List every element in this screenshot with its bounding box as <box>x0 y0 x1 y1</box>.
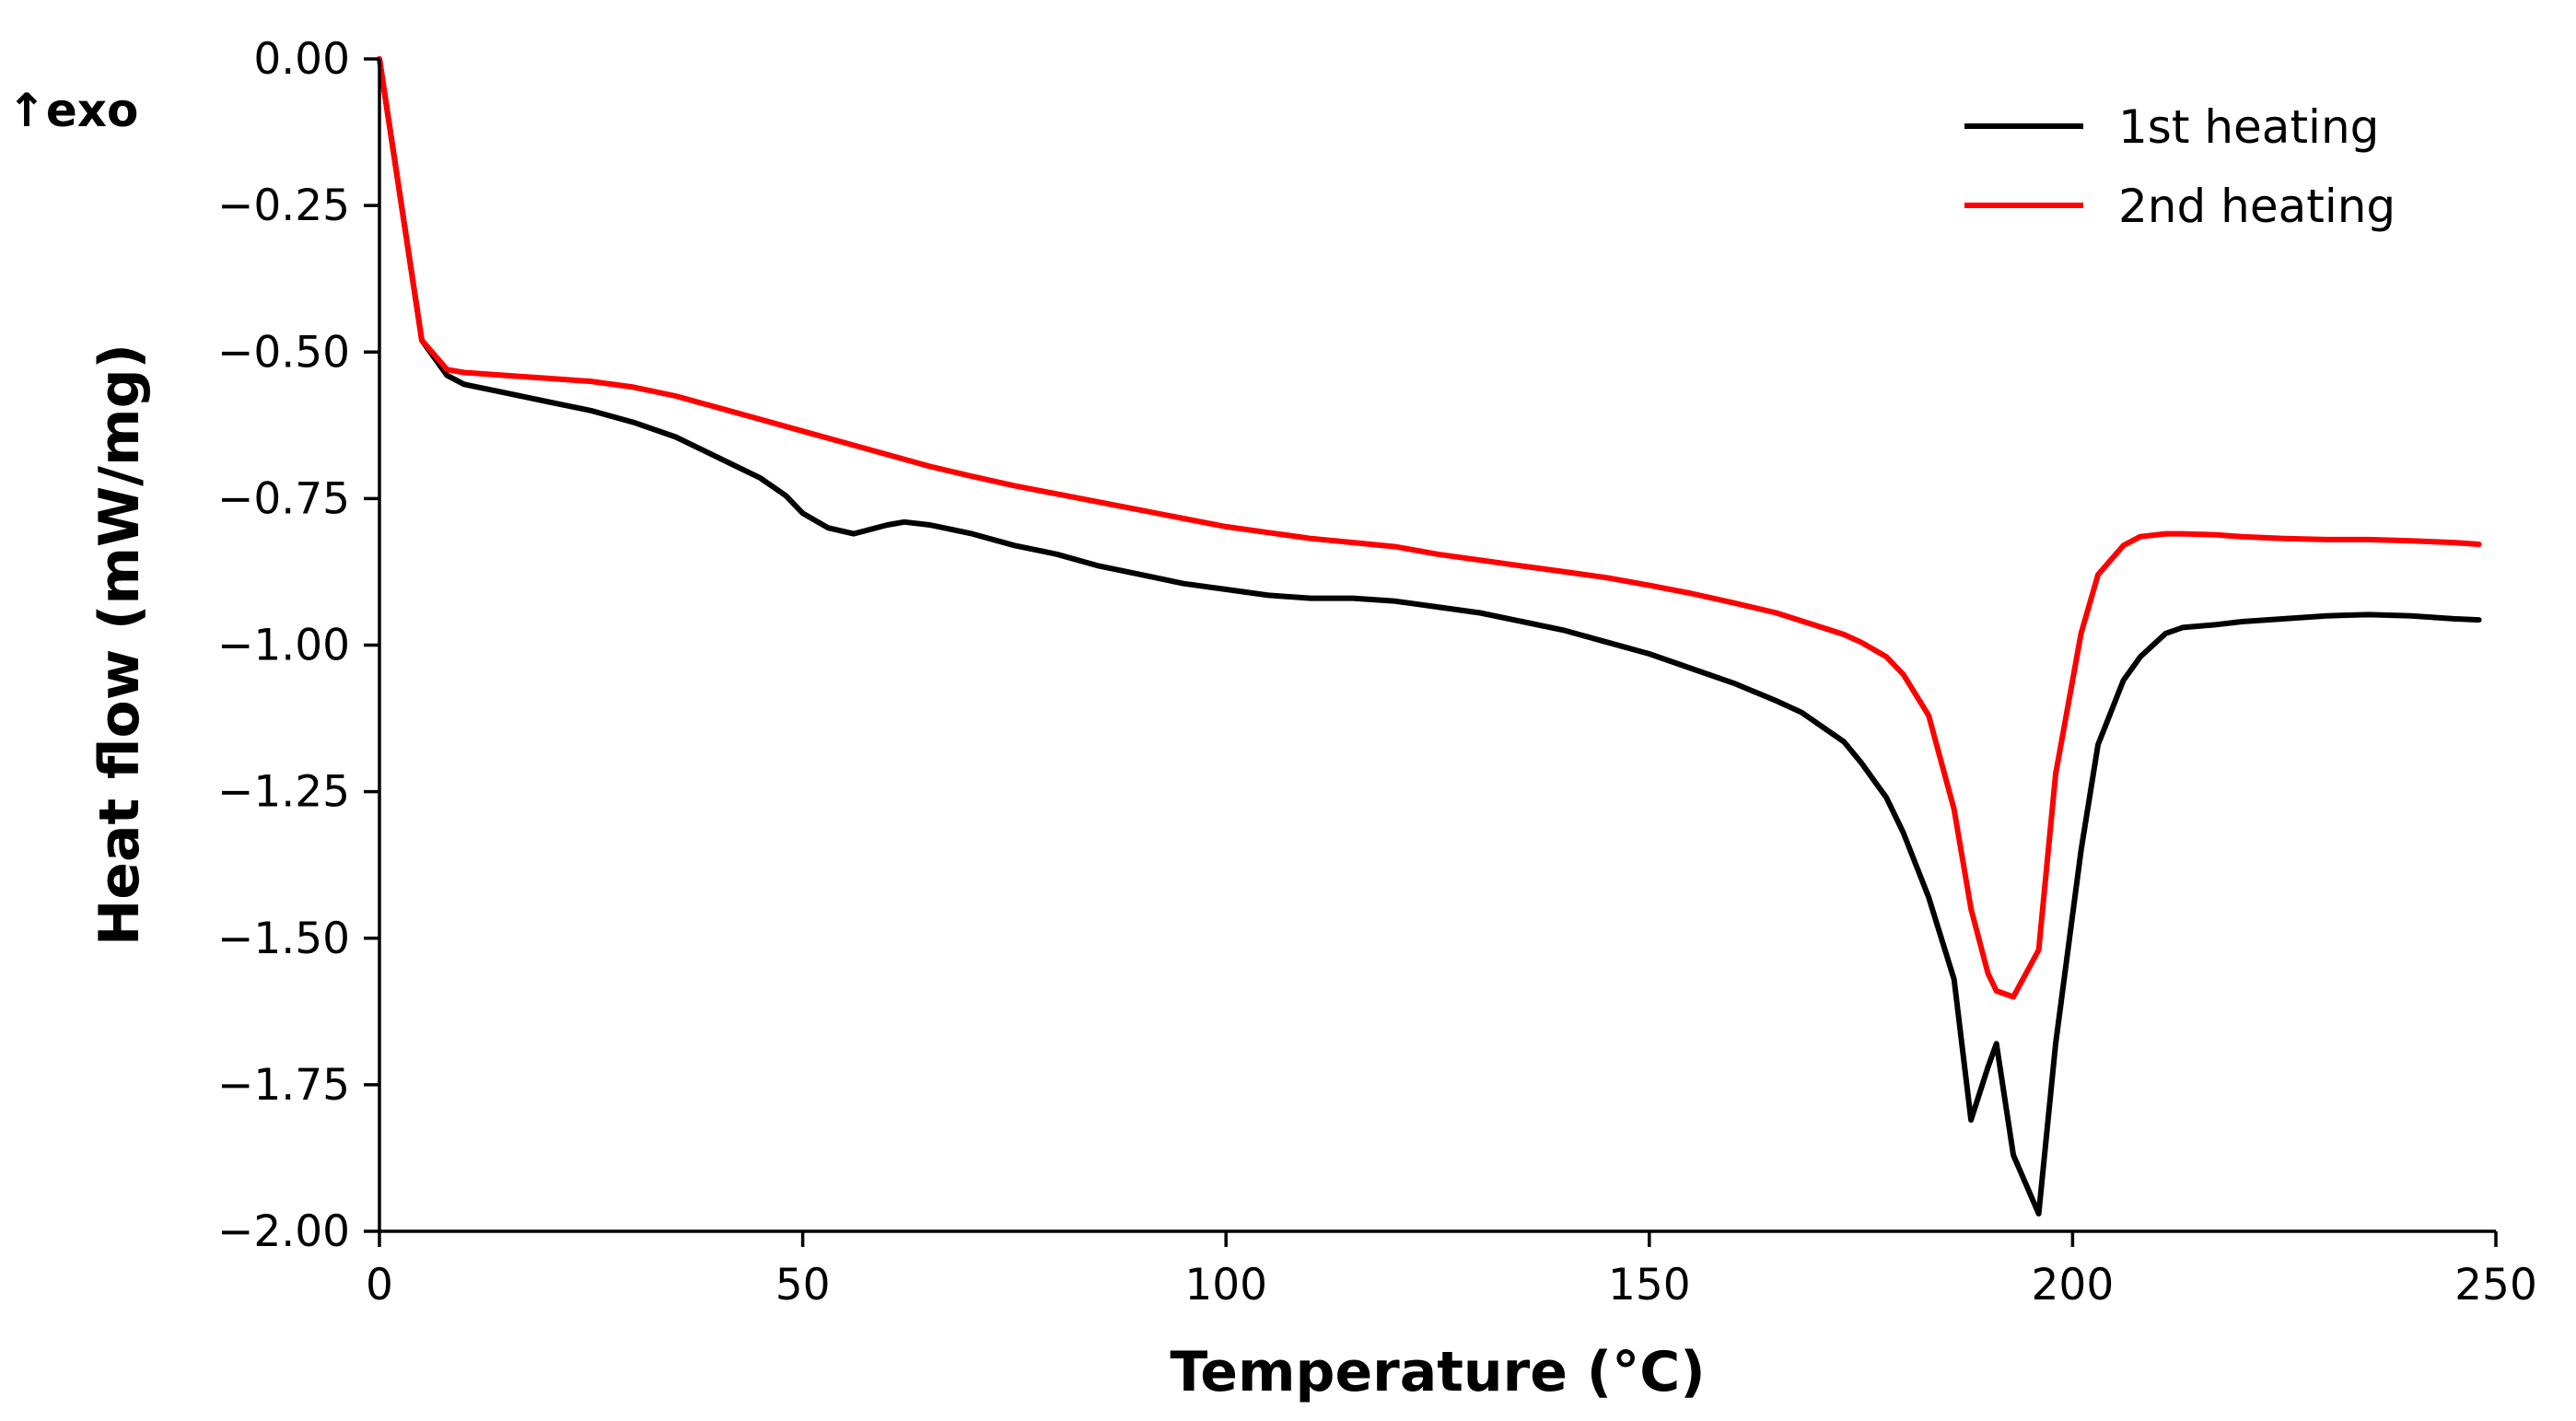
y-tick-label: −1.25 <box>217 767 350 818</box>
y-tick-label: −0.50 <box>217 327 350 378</box>
y-ticks: 0.00 −0.25 −0.50 −0.75 −1.00 −1.25 −1.50 −1.75 −… <box>217 34 379 1257</box>
y-tick-label: −2.00 <box>217 1206 350 1257</box>
x-tick-label: 200 <box>2032 1260 2115 1310</box>
exo-annotation: ↑exo <box>7 84 138 137</box>
legend: 1st heating 2nd heating <box>1964 100 2395 233</box>
legend-label-2nd-heating: 2nd heating <box>2118 180 2395 233</box>
x-axis-title: Temperature (°C) <box>1170 1340 1705 1404</box>
x-tick-label: 100 <box>1184 1260 1267 1310</box>
x-tick-label: 250 <box>2454 1260 2537 1310</box>
y-tick-label: −1.00 <box>217 621 350 671</box>
x-tick-label: 150 <box>1608 1260 1691 1310</box>
series-line-1st-heating <box>377 56 2482 1217</box>
y-tick-label: −1.75 <box>217 1060 350 1111</box>
series-line-2nd-heating <box>377 56 2482 1000</box>
y-tick-label: −1.50 <box>217 914 350 964</box>
y-axis-title: Heat flow (mW/mg) <box>87 344 152 946</box>
plot-lines <box>377 56 2482 1217</box>
legend-label-1st-heating: 1st heating <box>2118 100 2379 154</box>
x-tick-label: 50 <box>775 1260 831 1310</box>
y-tick-label: −0.25 <box>217 181 350 231</box>
x-ticks: 0 50 100 150 200 250 <box>366 1231 2537 1310</box>
y-tick-label: 0.00 <box>253 34 350 85</box>
x-tick-label: 0 <box>366 1260 393 1310</box>
y-tick-label: −0.75 <box>217 473 350 524</box>
